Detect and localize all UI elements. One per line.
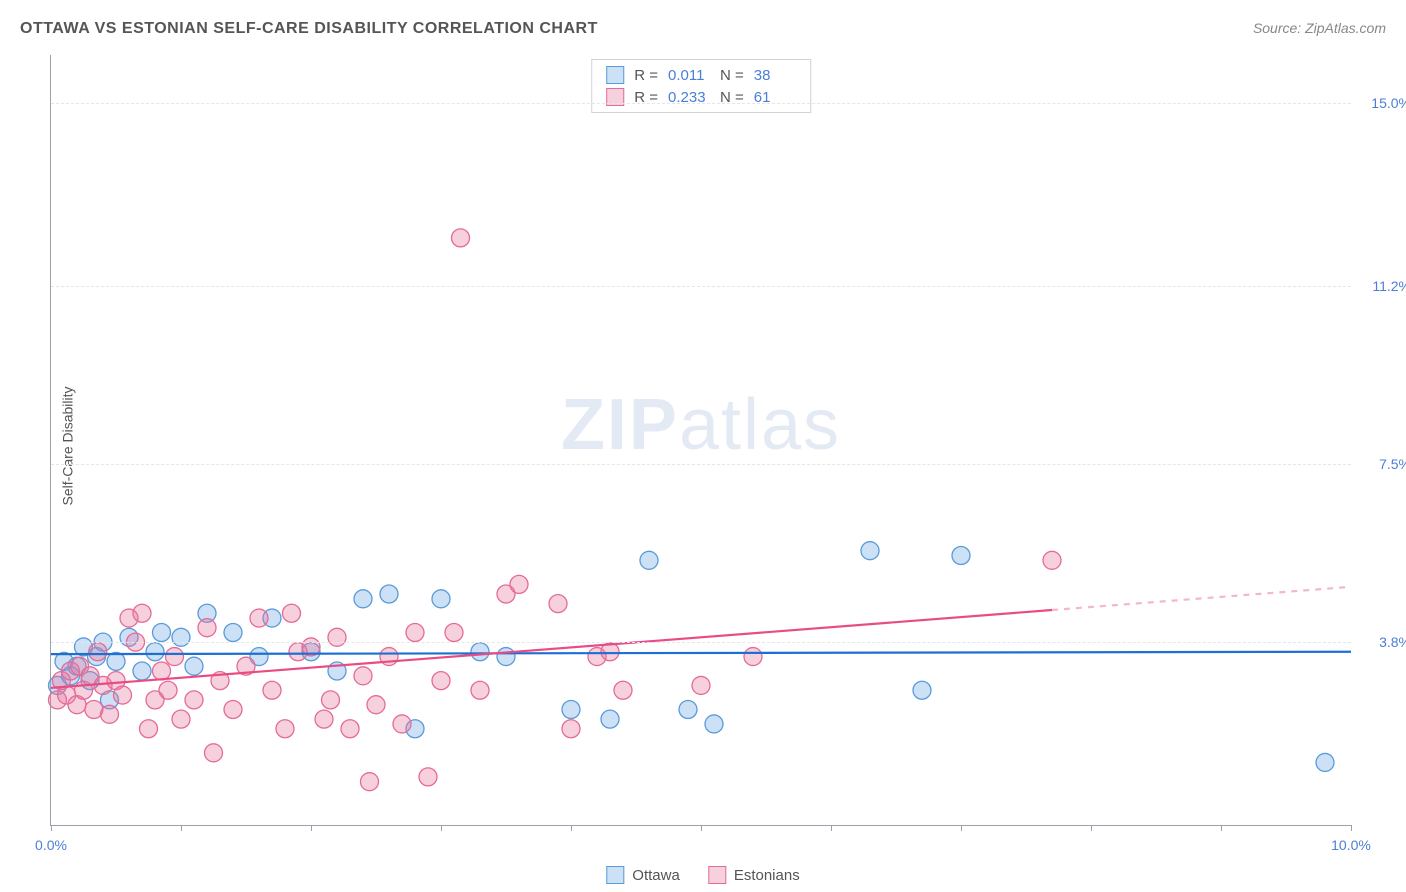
source-label: Source: ZipAtlas.com [1253,20,1386,36]
scatter-point [354,667,372,685]
scatter-point [101,705,119,723]
scatter-point [1043,551,1061,569]
x-tick [311,825,312,831]
scatter-point [185,691,203,709]
scatter-point [692,676,710,694]
x-tick [1221,825,1222,831]
x-tick [701,825,702,831]
gridline [51,103,1351,104]
scatter-point [510,575,528,593]
scatter-point [133,662,151,680]
x-tick [441,825,442,831]
x-tick [1351,825,1352,831]
scatter-point [114,686,132,704]
scatter-point [432,672,450,690]
series-legend: Ottawa Estonians [606,866,799,884]
scatter-point [146,643,164,661]
y-tick-label: 11.2% [1372,278,1406,294]
scatter-point [861,542,879,560]
trend-line [51,652,1351,654]
scatter-point [640,551,658,569]
scatter-point [419,768,437,786]
scatter-point [172,710,190,728]
x-tick [831,825,832,831]
scatter-point [452,229,470,247]
scatter-point [89,643,107,661]
scatter-point [367,696,385,714]
scatter-point [133,604,151,622]
y-tick-label: 7.5% [1379,456,1406,472]
y-tick-label: 15.0% [1371,95,1406,111]
x-tick-label: 0.0% [35,837,67,853]
gridline [51,642,1351,643]
x-tick-label: 10.0% [1331,837,1371,853]
scatter-point [562,720,580,738]
scatter-chart [51,55,1351,825]
x-tick [961,825,962,831]
scatter-point [549,595,567,613]
plot-area: ZIPatlas R = 0.011 N = 38 R = 0.233 N = … [50,55,1351,826]
scatter-point [341,720,359,738]
scatter-point [380,585,398,603]
scatter-point [354,590,372,608]
scatter-point [601,710,619,728]
gridline [51,286,1351,287]
ottawa-r-value: 0.011 [668,67,710,84]
legend-item-estonians: Estonians [708,866,800,884]
ottawa-swatch-icon [606,66,624,84]
gridline [51,464,1351,465]
scatter-point [705,715,723,733]
scatter-point [432,590,450,608]
x-tick [51,825,52,831]
x-tick [181,825,182,831]
scatter-point [445,624,463,642]
n-label: N = [720,67,744,84]
y-tick-label: 3.8% [1379,634,1406,650]
x-tick [1091,825,1092,831]
scatter-point [263,681,281,699]
scatter-point [679,701,697,719]
legend-label-estonians: Estonians [734,867,800,884]
scatter-point [406,624,424,642]
scatter-point [153,624,171,642]
scatter-point [159,681,177,699]
scatter-point [497,648,515,666]
legend-item-ottawa: Ottawa [606,866,680,884]
ottawa-n-value: 38 [754,67,796,84]
scatter-point [315,710,333,728]
scatter-point [471,681,489,699]
stats-row-ottawa: R = 0.011 N = 38 [606,66,796,84]
scatter-point [361,773,379,791]
scatter-point [393,715,411,733]
chart-title: OTTAWA VS ESTONIAN SELF-CARE DISABILITY … [20,20,598,38]
scatter-point [153,662,171,680]
scatter-point [250,609,268,627]
trend-line-dashed [1052,587,1351,610]
scatter-point [471,643,489,661]
scatter-point [562,701,580,719]
scatter-point [172,628,190,646]
scatter-point [224,624,242,642]
ottawa-swatch-icon [606,866,624,884]
scatter-point [224,701,242,719]
scatter-point [952,547,970,565]
legend-label-ottawa: Ottawa [632,867,680,884]
scatter-point [276,720,294,738]
scatter-point [322,691,340,709]
stats-legend: R = 0.011 N = 38 R = 0.233 N = 61 [591,59,811,113]
estonians-swatch-icon [708,866,726,884]
scatter-point [140,720,158,738]
scatter-point [283,604,301,622]
scatter-point [913,681,931,699]
scatter-point [198,619,216,637]
scatter-point [185,657,203,675]
x-tick [571,825,572,831]
scatter-point [328,628,346,646]
scatter-point [614,681,632,699]
scatter-point [1316,753,1334,771]
scatter-point [744,648,762,666]
scatter-point [166,648,184,666]
scatter-point [205,744,223,762]
r-label: R = [634,67,658,84]
